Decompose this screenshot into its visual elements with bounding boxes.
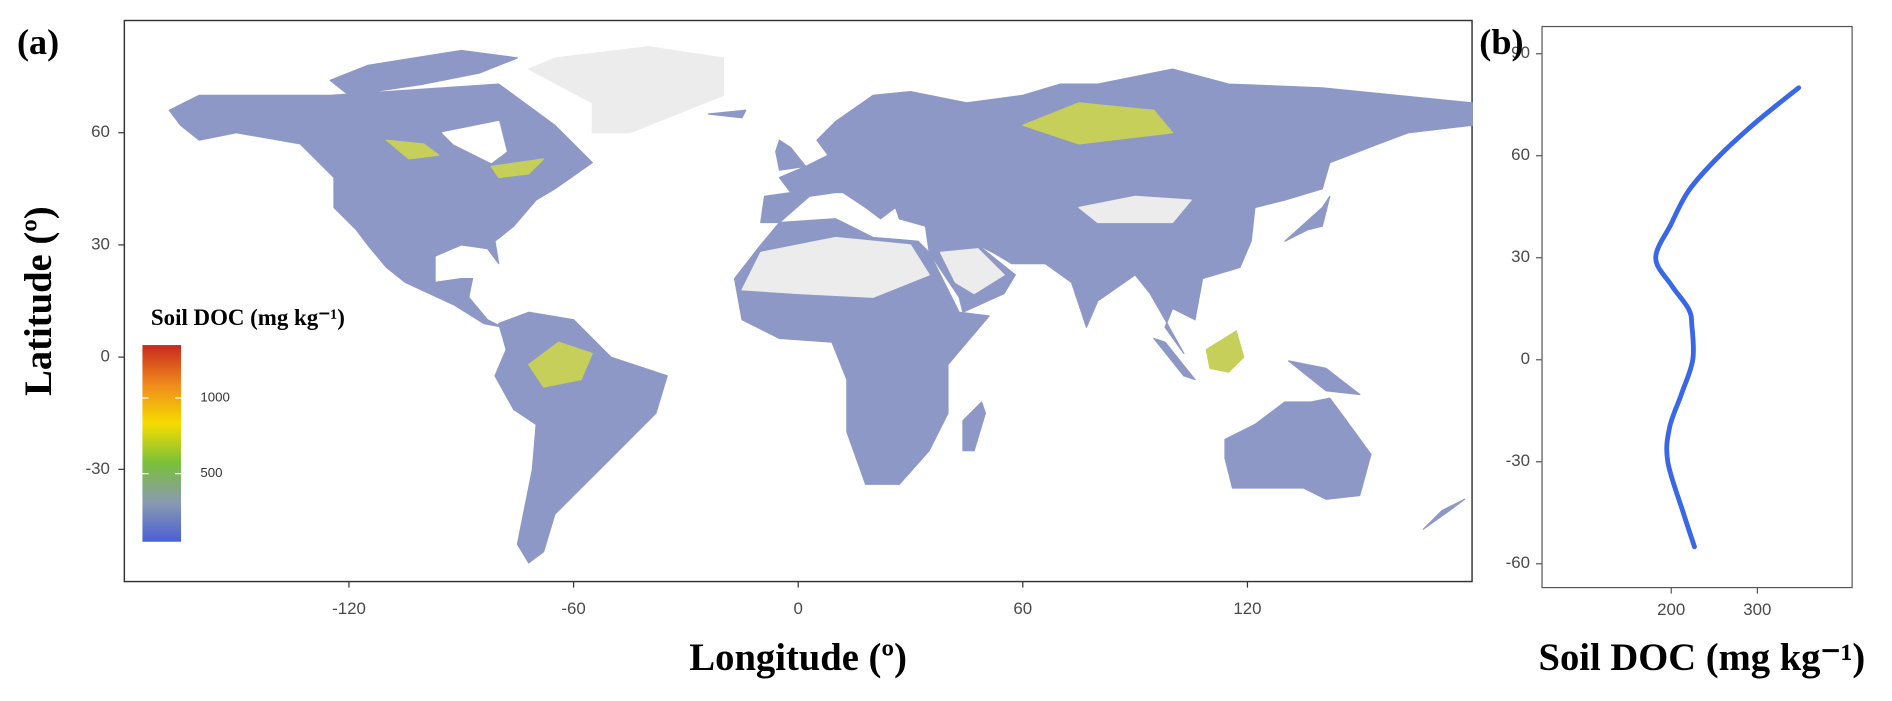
x-tick-label: 120 bbox=[1233, 599, 1261, 618]
colorbar-tick-label: 500 bbox=[200, 465, 222, 480]
arctic-islands bbox=[329, 49, 519, 96]
panel-label: (b) bbox=[1479, 22, 1523, 62]
panel-label: (a) bbox=[17, 22, 59, 62]
australia bbox=[1224, 397, 1372, 500]
amazon-high bbox=[528, 341, 593, 388]
y-tick-label: 0 bbox=[1521, 349, 1530, 368]
x-axis-title: Longitude (º) bbox=[689, 637, 907, 679]
uk bbox=[775, 139, 807, 171]
sahara bbox=[741, 236, 930, 298]
sumatra bbox=[1153, 337, 1196, 381]
greenland bbox=[528, 46, 724, 134]
x-tick-label: 200 bbox=[1657, 600, 1685, 619]
new-zealand bbox=[1422, 498, 1466, 530]
y-tick-label: 30 bbox=[1511, 247, 1530, 266]
iceland bbox=[707, 109, 747, 119]
asia-desert bbox=[1078, 195, 1192, 224]
y-tick-label: 0 bbox=[100, 347, 109, 366]
y-tick-label: -60 bbox=[1506, 553, 1530, 572]
x-tick-label: 0 bbox=[794, 599, 803, 618]
hudson-bay bbox=[441, 120, 507, 164]
y-tick-label: 60 bbox=[1511, 145, 1530, 164]
line bbox=[1653, 85, 1802, 550]
colorbar bbox=[142, 345, 182, 542]
y-tick-label: 30 bbox=[91, 234, 110, 253]
y-tick-label: 90 bbox=[1511, 43, 1530, 62]
canada-high bbox=[385, 139, 440, 160]
x-tick-label: -120 bbox=[332, 599, 366, 618]
new-guinea bbox=[1288, 360, 1361, 396]
plot-frame bbox=[1541, 25, 1853, 589]
y-tick-label: 60 bbox=[91, 122, 110, 141]
borneo bbox=[1205, 330, 1245, 373]
colorbar-tick-label: 1000 bbox=[200, 390, 230, 405]
y-axis-title: Latitude (º) bbox=[18, 206, 60, 396]
y-tick-label: -30 bbox=[1506, 451, 1530, 470]
arabia-desert bbox=[939, 248, 1005, 295]
x-tick-label: -60 bbox=[561, 599, 585, 618]
x-tick-label: 60 bbox=[1013, 599, 1032, 618]
japan bbox=[1284, 195, 1331, 242]
y-tick-label: -30 bbox=[85, 459, 109, 478]
colorbar-title: Soil DOC (mg kg⁻¹) bbox=[151, 305, 345, 330]
x-tick-label: 300 bbox=[1743, 600, 1771, 619]
siberia-high bbox=[1022, 102, 1174, 145]
madagascar bbox=[962, 401, 986, 452]
canada-high bbox=[490, 158, 545, 179]
x-axis-title: Soil DOC (mg kg⁻¹) bbox=[1539, 637, 1866, 679]
